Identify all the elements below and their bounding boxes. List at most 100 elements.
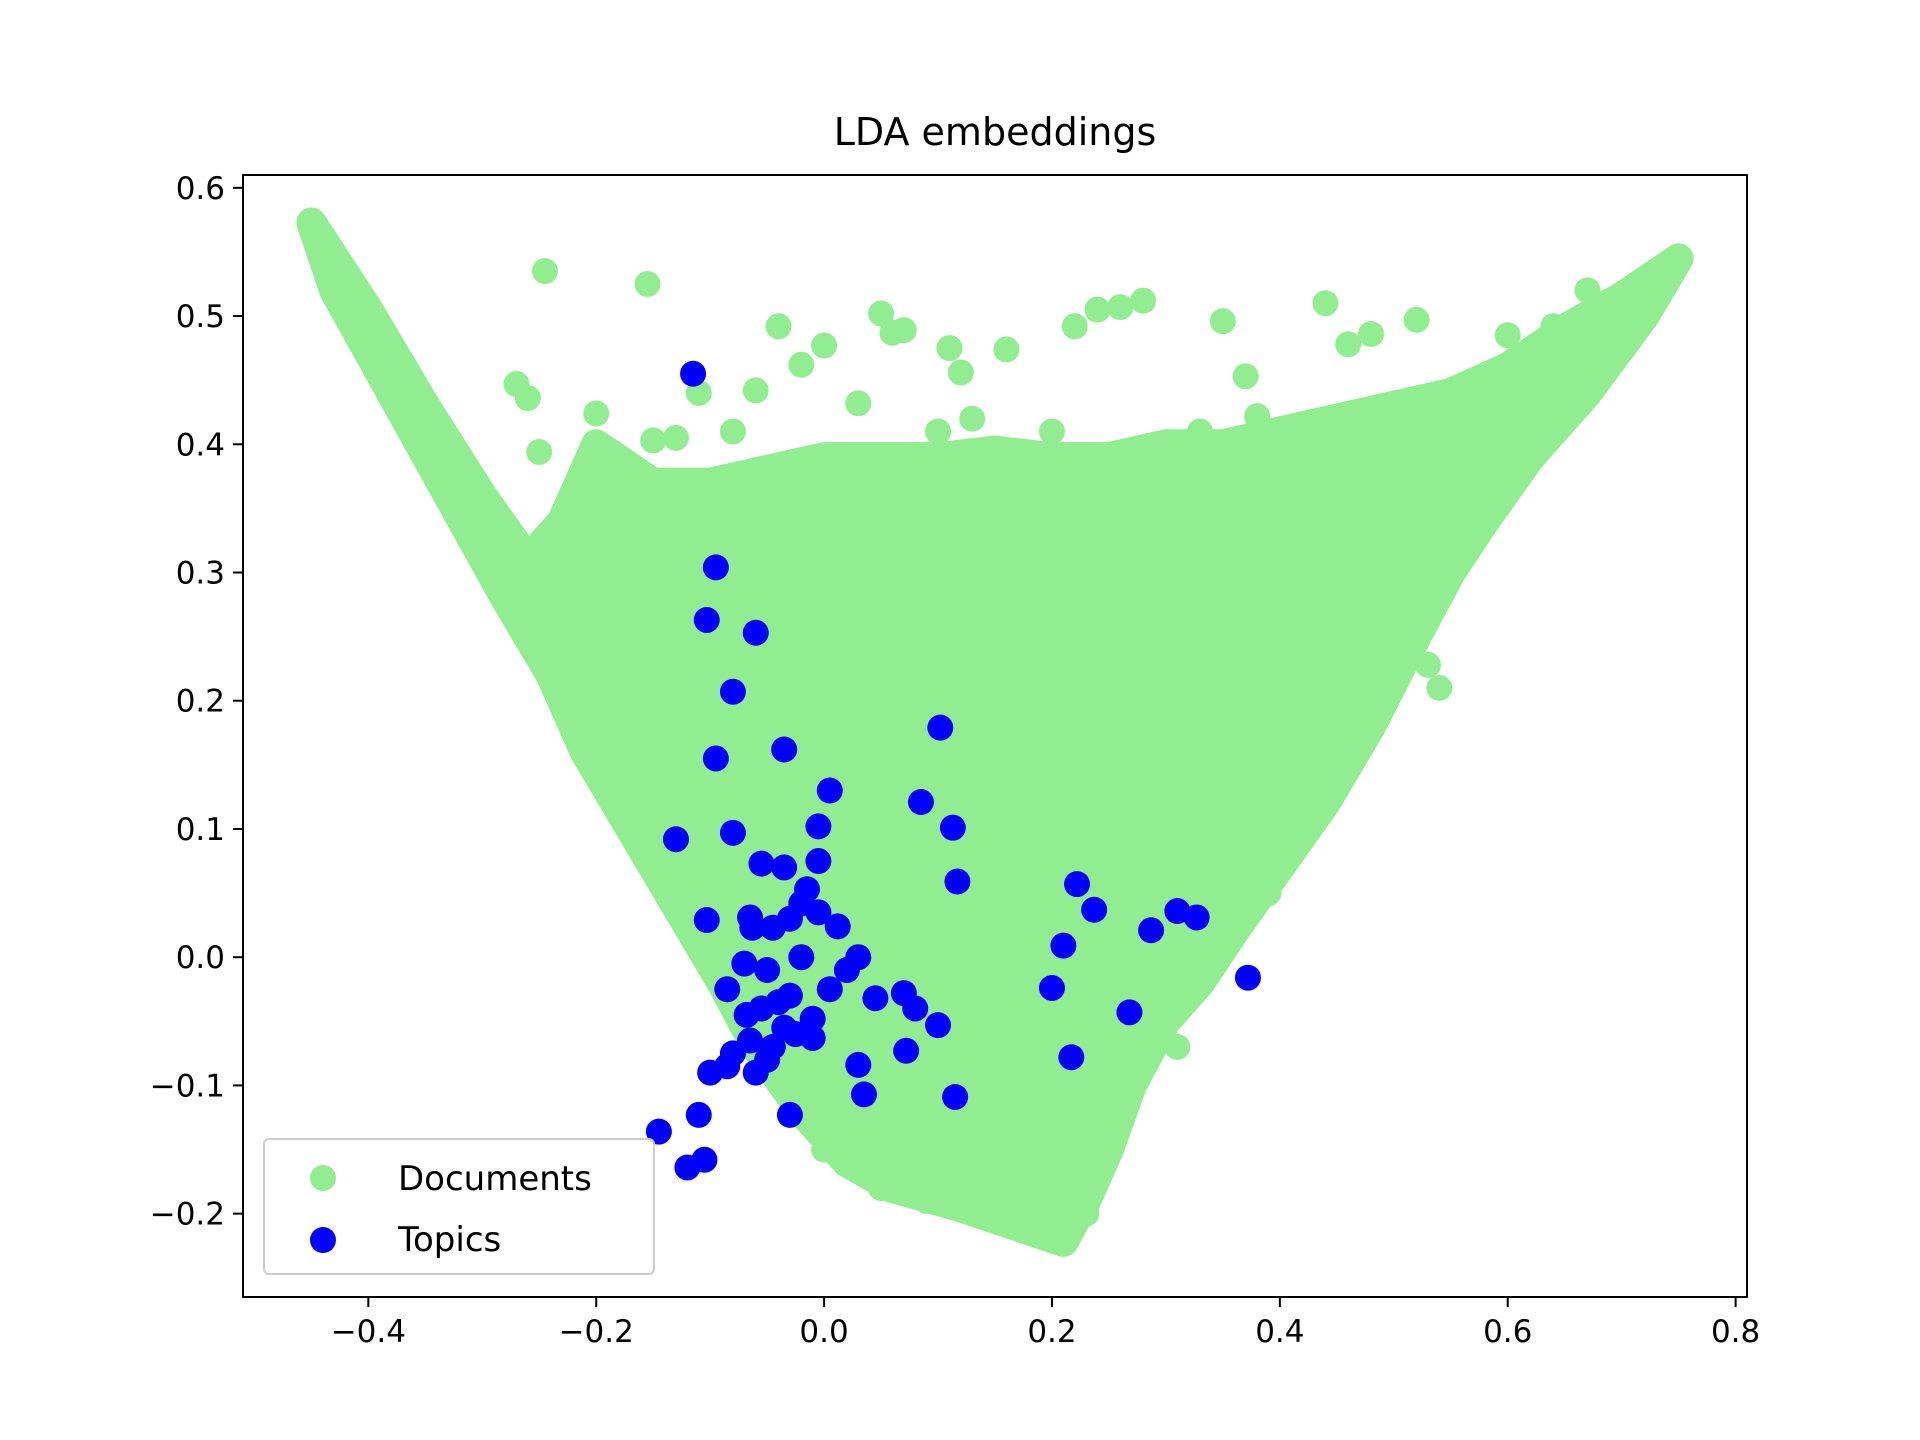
document-point: [822, 1021, 849, 1048]
y-tick-label: 0.3: [176, 556, 225, 592]
topic-point: [685, 1101, 712, 1128]
document-point: [1164, 1033, 1191, 1060]
document-point: [1084, 296, 1111, 323]
chart-title: LDA embeddings: [834, 110, 1157, 154]
topic-point: [1038, 974, 1065, 1001]
x-tick-label: 0.2: [1027, 1314, 1076, 1350]
document-point: [1187, 418, 1214, 445]
topic-point: [1138, 917, 1165, 944]
document-point: [1289, 790, 1316, 817]
y-tick-label: 0.1: [176, 812, 225, 848]
topic-point: [702, 554, 729, 581]
topic-point: [1234, 964, 1261, 991]
topic-point: [693, 907, 720, 934]
document-point: [925, 418, 952, 445]
y-tick-label: 0.4: [176, 427, 225, 463]
document-point: [719, 418, 746, 445]
topic-point: [862, 985, 889, 1012]
document-point: [776, 1072, 803, 1099]
document-point: [1038, 418, 1065, 445]
document-point: [1358, 321, 1384, 348]
topic-point: [1183, 904, 1210, 931]
topic-point: [702, 745, 729, 772]
axes-frame: [242, 174, 1748, 1298]
document-point: [868, 300, 895, 327]
y-axis: −0.2 −0.1 0.0 0.1 0.2 0.3 0.4 0.5 0.6: [150, 171, 243, 1233]
topic-point: [907, 789, 934, 816]
document-point: [1050, 1162, 1077, 1189]
document-point: [1414, 651, 1441, 678]
document-point: [531, 258, 558, 285]
topic-point: [816, 777, 843, 804]
topic-point: [805, 848, 832, 875]
y-tick-label: 0.6: [176, 171, 225, 207]
document-point: [1187, 944, 1214, 971]
topic-point: [771, 854, 798, 881]
y-tick-label: 0.0: [176, 940, 225, 976]
document-point: [1642, 277, 1669, 304]
document-point: [526, 438, 553, 465]
topic-point: [754, 1046, 781, 1073]
topic-point: [1116, 999, 1143, 1026]
topic-point: [693, 606, 720, 633]
topic-point: [902, 995, 929, 1022]
x-axis: −0.4 −0.2 0.0 0.2 0.4 0.6 0.8: [331, 1297, 1760, 1350]
document-point: [1665, 245, 1692, 272]
document-point: [868, 1175, 895, 1202]
document-point: [1471, 379, 1498, 406]
topic-point: [754, 957, 781, 984]
document-point: [1209, 308, 1236, 335]
document-point: [1380, 451, 1407, 478]
topic-point: [942, 1083, 969, 1110]
topic-point: [742, 619, 769, 646]
topic-point: [731, 950, 758, 977]
topic-point: [771, 736, 798, 763]
document-point: [1494, 322, 1521, 349]
topic-point: [799, 1005, 826, 1032]
legend: Documents Topics: [263, 1138, 655, 1275]
document-point: [640, 427, 667, 454]
topic-point: [691, 1146, 718, 1173]
document-point: [890, 317, 917, 344]
document-point: [634, 270, 661, 297]
topic-point: [719, 819, 746, 846]
document-point: [1095, 1098, 1122, 1125]
document-point: [1335, 331, 1362, 358]
document-point: [1540, 313, 1567, 340]
topic-point: [939, 814, 966, 841]
document-point: [1221, 854, 1248, 881]
x-tick-label: −0.4: [331, 1314, 406, 1350]
topic-point: [645, 1118, 672, 1145]
topic-point: [893, 1037, 920, 1064]
document-point: [1073, 1200, 1100, 1227]
document-point: [936, 335, 963, 362]
legend-marker-topics: [310, 1227, 336, 1253]
document-point: [811, 332, 838, 359]
topic-point: [788, 944, 815, 971]
topic-point: [719, 678, 746, 705]
topic-point: [748, 850, 775, 877]
topic-point: [1050, 932, 1077, 959]
topic-point: [1064, 871, 1091, 898]
topic-point: [733, 1001, 760, 1028]
document-point: [947, 359, 974, 386]
topic-point: [824, 913, 851, 940]
document-point: [765, 313, 792, 340]
legend-frame: [263, 1138, 655, 1275]
document-point: [845, 390, 872, 417]
document-point: [298, 209, 325, 236]
document-point: [1061, 313, 1088, 340]
document-point: [1152, 969, 1179, 996]
document-point: [982, 1187, 1008, 1214]
x-tick-label: −0.2: [559, 1314, 634, 1350]
document-point: [514, 385, 541, 412]
legend-marker-documents: [310, 1165, 336, 1191]
document-point: [1426, 674, 1453, 701]
plot-area: [296, 207, 1694, 1257]
document-point: [1574, 277, 1601, 304]
topic-point: [714, 976, 741, 1003]
document-point: [993, 336, 1020, 363]
topic-point: [805, 813, 832, 840]
document-point: [788, 351, 815, 378]
